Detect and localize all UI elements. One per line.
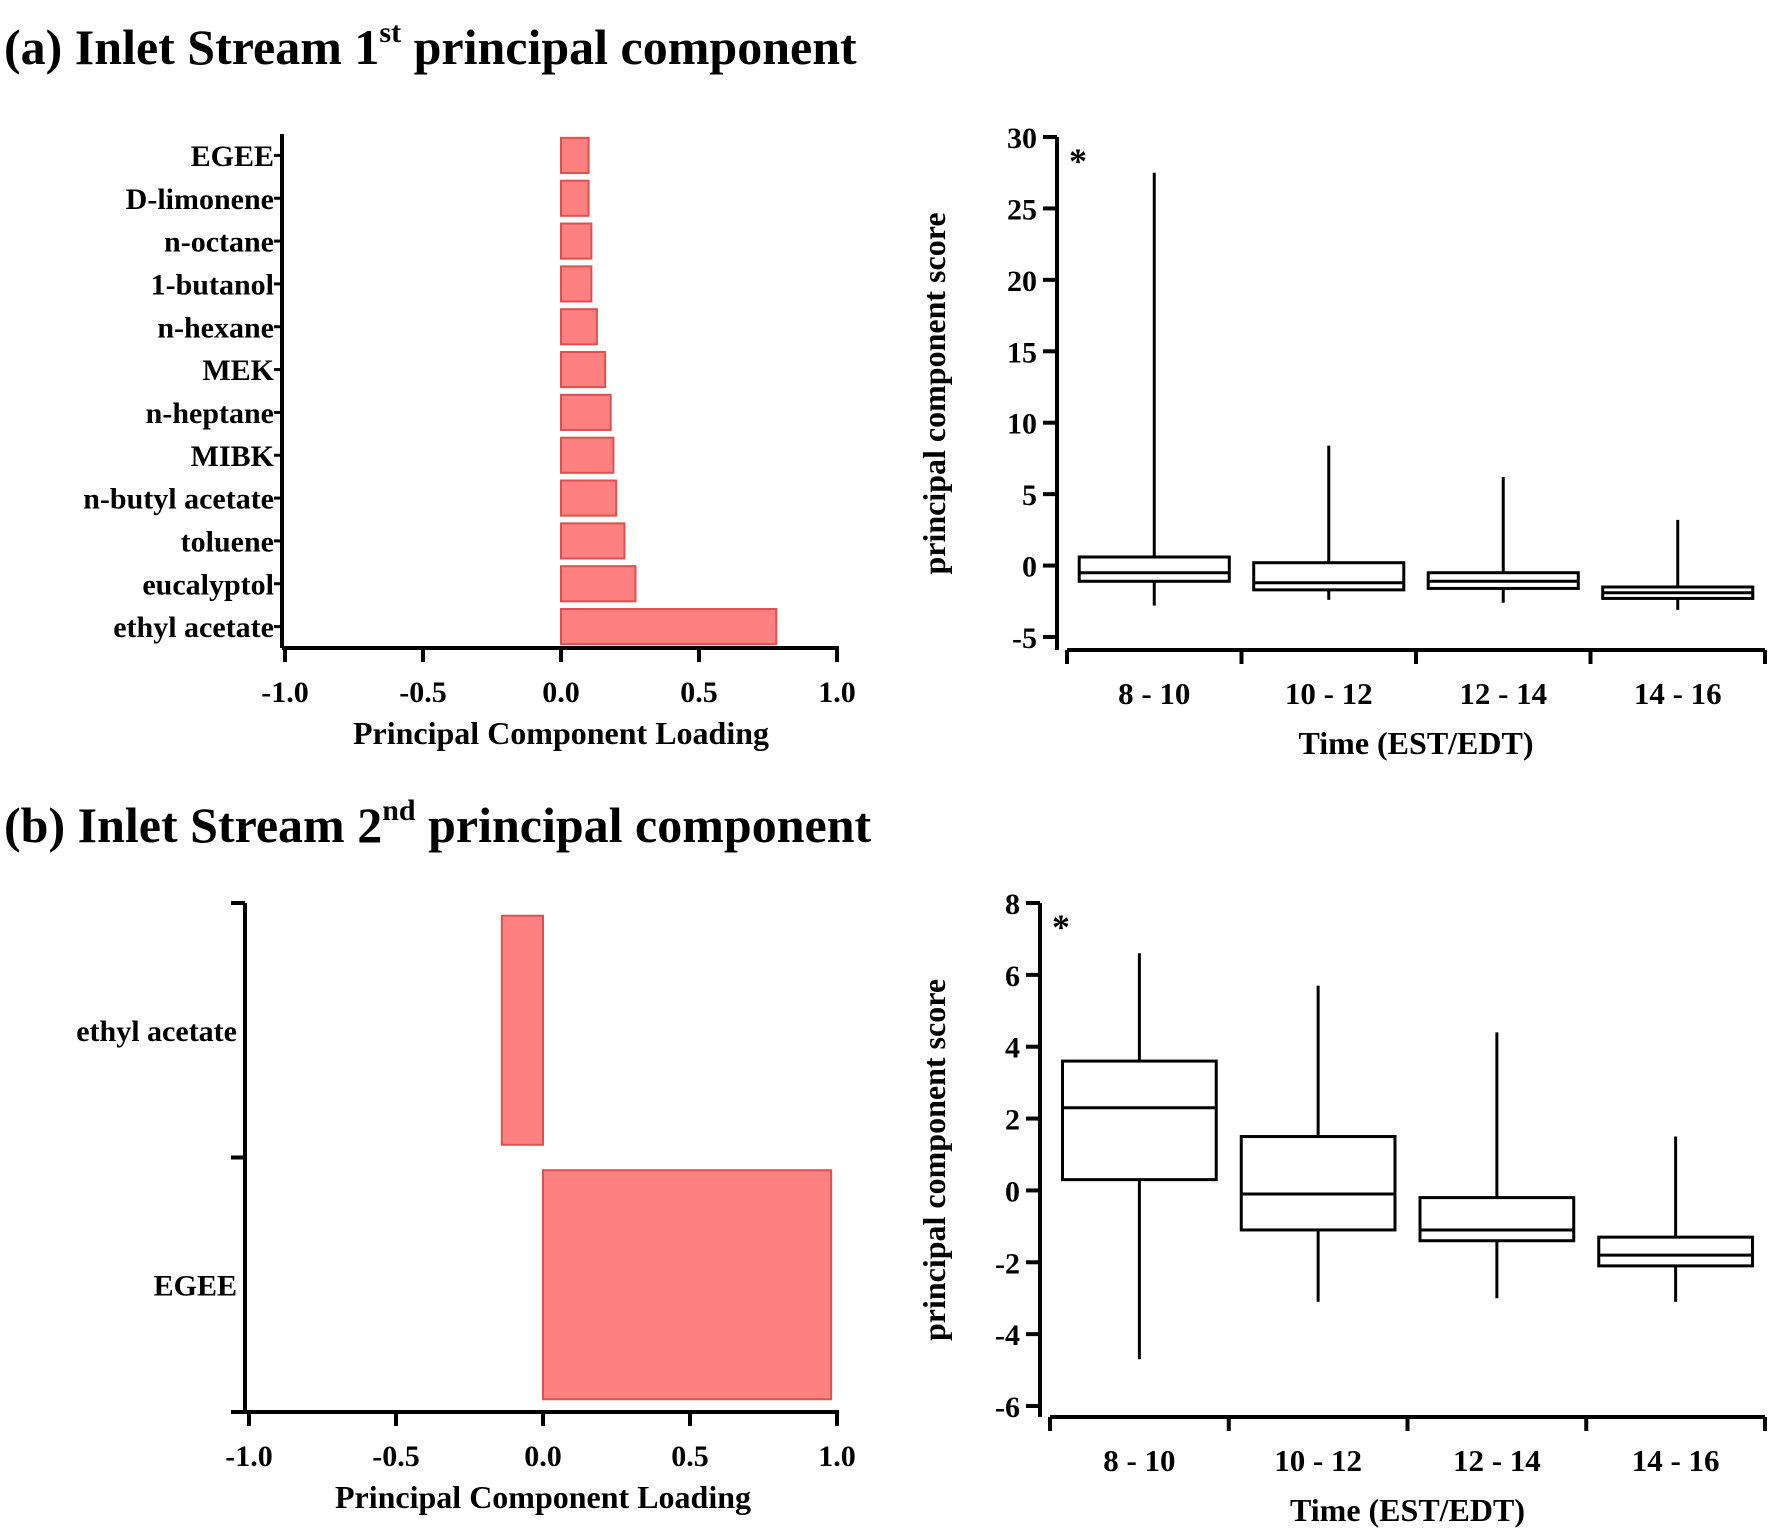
a-loadings-bar <box>560 265 593 303</box>
a-loadings-x-axis-title: Principal Component Loading <box>353 715 769 751</box>
a-scores-y-tick-label: 15 <box>1007 336 1037 369</box>
a-loadings-category-label: MIBK <box>191 440 275 473</box>
a-scores-box <box>1252 561 1406 592</box>
panel-a-title-main: (a) Inlet Stream 1 <box>4 19 380 75</box>
b-loadings-bar <box>500 914 544 1146</box>
b-scores-category-label: 10 - 12 <box>1274 1443 1362 1478</box>
a-loadings-category-label: EGEE <box>191 140 274 173</box>
panel-a-title: (a) Inlet Stream 1st principal component <box>4 18 857 75</box>
a-loadings-bar <box>560 479 618 517</box>
a-scores-y-tick-label: 0 <box>1022 551 1037 584</box>
a-loadings-bar <box>560 565 637 603</box>
a-loadings-bar <box>560 522 626 560</box>
a-loadings-category-label: n-hexane <box>157 311 274 344</box>
panel-a-title-rest: principal component <box>401 19 857 75</box>
b-loadings-category-label: ethyl acetate <box>76 1015 237 1048</box>
a-loadings-x-tick-label: -1.0 <box>261 676 309 709</box>
b-scores-y-tick-label: 4 <box>1005 1032 1020 1065</box>
a-loadings-category-label: n-heptane <box>146 397 274 430</box>
a-scores-box <box>1077 555 1231 583</box>
a-scores-y-axis-title: principal component score <box>916 212 952 574</box>
a-loadings-bar <box>560 436 615 474</box>
b-scores-y-tick-label: 2 <box>1005 1104 1020 1137</box>
b-loadings-x-axis-title: Principal Component Loading <box>335 1479 751 1515</box>
a-scores-y-tick-label: 20 <box>1007 265 1037 298</box>
a-loadings-bar <box>560 136 590 174</box>
a-loadings-bar <box>560 393 612 431</box>
panel-a-title-sup: st <box>379 16 402 50</box>
a-scores-category-label: 8 - 10 <box>1118 676 1190 711</box>
b-loadings-bar <box>542 1169 833 1401</box>
a-loadings-category-label: n-butyl acetate <box>83 483 274 516</box>
a-loadings-bar <box>560 351 607 389</box>
b-loadings-x-tick-label: 0.5 <box>671 1440 709 1473</box>
a-loadings-category-label: 1-butanol <box>151 268 274 301</box>
b-scores-box <box>1061 1059 1218 1182</box>
a-scores-y-tick-label: 5 <box>1022 479 1037 512</box>
a-loadings-x-tick-label: 1.0 <box>818 676 856 709</box>
a-scores-x-axis-title: Time (EST/EDT) <box>1299 725 1534 761</box>
a-loadings-category-label: eucalyptol <box>142 568 274 601</box>
b-scores-y-tick-label: -6 <box>995 1391 1020 1424</box>
a-loadings-bar <box>560 222 593 260</box>
b-scores-box <box>1597 1235 1754 1268</box>
b-scores-y-axis-title: principal component score <box>916 979 952 1341</box>
a-scores-y-tick-label: 25 <box>1007 193 1037 226</box>
b-scores-y-tick-label: 8 <box>1005 888 1020 921</box>
a-loadings-category-label: toluene <box>181 525 274 558</box>
b-scores-annotation: * <box>1052 907 1070 947</box>
a-scores-y-tick-label: 30 <box>1007 122 1037 155</box>
a-scores-y-tick-label: 10 <box>1007 408 1037 441</box>
a-loadings-category-label: ethyl acetate <box>113 611 274 644</box>
a-loadings-bar <box>560 608 778 646</box>
b-scores-box <box>1239 1135 1397 1232</box>
a-scores-annotation: * <box>1069 141 1087 181</box>
a-loadings-x-tick-label: -0.5 <box>399 676 447 709</box>
b-loadings-x-tick-label: 0.0 <box>524 1440 562 1473</box>
b-scores-y-tick-label: 0 <box>1005 1175 1020 1208</box>
b-scores-y-tick-label: 6 <box>1005 960 1020 993</box>
a-scores-y-tick-label: -5 <box>1012 622 1037 655</box>
a-loadings-bar <box>560 308 598 346</box>
a-loadings-category-label: D-limonene <box>126 183 274 216</box>
b-scores-category-label: 8 - 10 <box>1103 1443 1175 1478</box>
a-scores-category-label: 10 - 12 <box>1285 676 1373 711</box>
panel-b-title-rest: principal component <box>415 797 872 853</box>
b-scores-y-tick-label: -4 <box>995 1319 1020 1352</box>
b-scores-category-label: 12 - 14 <box>1453 1443 1541 1478</box>
b-loadings-x-tick-label: -1.0 <box>225 1440 273 1473</box>
panel-b-title: (b) Inlet Stream 2nd principal component <box>4 796 872 853</box>
b-loadings-x-tick-label: 1.0 <box>818 1440 856 1473</box>
b-scores-x-axis-title: Time (EST/EDT) <box>1290 1492 1525 1528</box>
b-scores-y-tick-label: -2 <box>995 1247 1020 1280</box>
a-scores-category-label: 12 - 14 <box>1459 676 1547 711</box>
b-scores-box <box>1418 1196 1576 1243</box>
a-loadings-x-tick-label: 0.5 <box>680 676 718 709</box>
a-scores-category-label: 14 - 16 <box>1634 676 1722 711</box>
b-scores-category-label: 14 - 16 <box>1632 1443 1720 1478</box>
b-loadings-category-label: EGEE <box>154 1269 237 1302</box>
a-loadings-x-tick-label: 0.0 <box>542 676 580 709</box>
a-loadings-category-label: n-octane <box>164 226 274 259</box>
panel-b-title-sup: nd <box>382 794 416 828</box>
panel-b-title-main: (b) Inlet Stream 2 <box>4 797 383 853</box>
a-loadings-bar <box>560 179 590 217</box>
b-loadings-x-tick-label: -0.5 <box>372 1440 420 1473</box>
a-loadings-category-label: MEK <box>202 354 274 387</box>
